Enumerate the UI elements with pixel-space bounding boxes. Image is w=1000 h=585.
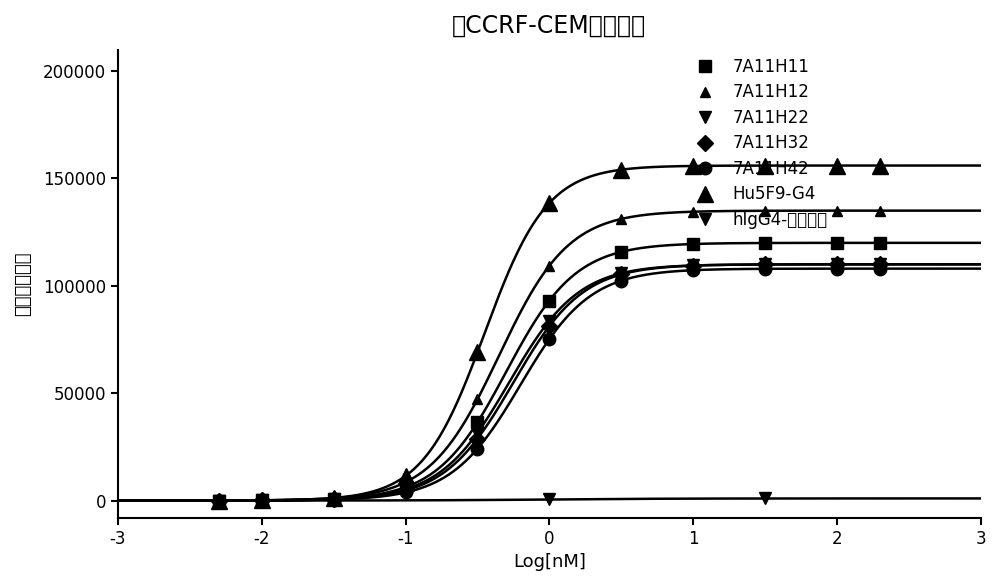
7A11H22 bbox=[759, 261, 771, 268]
Hu5F9-G4 bbox=[615, 166, 627, 173]
Hu5F9-G4 bbox=[256, 497, 268, 504]
7A11H12 bbox=[759, 207, 771, 214]
7A11H12 bbox=[543, 262, 555, 269]
7A11H32 bbox=[471, 435, 483, 442]
7A11H32 bbox=[831, 261, 843, 268]
7A11H22 bbox=[615, 270, 627, 277]
7A11H32 bbox=[759, 261, 771, 268]
Line: 7A11H12: 7A11H12 bbox=[214, 206, 885, 505]
7A11H42 bbox=[328, 496, 340, 503]
7A11H12 bbox=[687, 208, 699, 215]
7A11H32 bbox=[687, 262, 699, 269]
7A11H32 bbox=[328, 495, 340, 503]
7A11H22 bbox=[256, 497, 268, 504]
7A11H42 bbox=[687, 267, 699, 274]
7A11H32 bbox=[256, 497, 268, 504]
7A11H11 bbox=[328, 495, 340, 503]
7A11H11 bbox=[687, 240, 699, 247]
Hu5F9-G4 bbox=[213, 497, 225, 504]
Line: 7A11H42: 7A11H42 bbox=[212, 263, 886, 507]
7A11H11 bbox=[213, 497, 225, 504]
7A11H11 bbox=[831, 239, 843, 246]
Hu5F9-G4 bbox=[874, 162, 886, 169]
Hu5F9-G4 bbox=[831, 162, 843, 169]
Line: hIgG4-同型对照: hIgG4-同型对照 bbox=[212, 492, 771, 507]
7A11H42 bbox=[543, 336, 555, 343]
7A11H11 bbox=[543, 297, 555, 304]
7A11H22 bbox=[831, 261, 843, 268]
7A11H12 bbox=[328, 494, 340, 501]
7A11H32 bbox=[213, 497, 225, 504]
7A11H11 bbox=[471, 419, 483, 426]
7A11H12 bbox=[831, 207, 843, 214]
7A11H22 bbox=[328, 495, 340, 503]
Y-axis label: 平均荧光强度: 平均荧光强度 bbox=[14, 252, 32, 316]
Hu5F9-G4 bbox=[687, 163, 699, 170]
Line: 7A11H11: 7A11H11 bbox=[213, 238, 886, 506]
7A11H22 bbox=[687, 262, 699, 269]
7A11H42 bbox=[213, 497, 225, 504]
hIgG4-同型对照 bbox=[759, 495, 771, 502]
7A11H11 bbox=[615, 249, 627, 256]
7A11H22 bbox=[213, 497, 225, 504]
Line: Hu5F9-G4: Hu5F9-G4 bbox=[211, 158, 888, 508]
Line: 7A11H32: 7A11H32 bbox=[213, 259, 886, 506]
7A11H22 bbox=[874, 261, 886, 268]
7A11H11 bbox=[256, 497, 268, 504]
7A11H32 bbox=[400, 487, 412, 494]
7A11H42 bbox=[831, 265, 843, 272]
7A11H12 bbox=[874, 207, 886, 214]
7A11H22 bbox=[543, 317, 555, 324]
hIgG4-同型对照 bbox=[543, 496, 555, 503]
7A11H42 bbox=[471, 445, 483, 452]
7A11H12 bbox=[256, 497, 268, 504]
hIgG4-同型对照 bbox=[213, 497, 225, 504]
7A11H12 bbox=[400, 479, 412, 486]
Hu5F9-G4 bbox=[400, 473, 412, 480]
7A11H42 bbox=[400, 489, 412, 496]
Legend: 7A11H11, 7A11H12, 7A11H22, 7A11H32, 7A11H42, Hu5F9-G4, hIgG4-同型对照: 7A11H11, 7A11H12, 7A11H22, 7A11H32, 7A11… bbox=[687, 58, 827, 229]
7A11H22 bbox=[471, 429, 483, 436]
X-axis label: Log[nM]: Log[nM] bbox=[513, 553, 586, 571]
Line: 7A11H22: 7A11H22 bbox=[213, 259, 886, 506]
7A11H22 bbox=[400, 486, 412, 493]
7A11H11 bbox=[400, 484, 412, 491]
7A11H32 bbox=[543, 323, 555, 330]
7A11H12 bbox=[615, 215, 627, 222]
Hu5F9-G4 bbox=[543, 199, 555, 207]
7A11H32 bbox=[874, 261, 886, 268]
7A11H11 bbox=[759, 239, 771, 246]
7A11H11 bbox=[874, 239, 886, 246]
7A11H12 bbox=[213, 497, 225, 504]
7A11H42 bbox=[256, 497, 268, 504]
Hu5F9-G4 bbox=[328, 494, 340, 501]
Hu5F9-G4 bbox=[471, 349, 483, 356]
Hu5F9-G4 bbox=[759, 162, 771, 169]
7A11H12 bbox=[471, 396, 483, 403]
7A11H42 bbox=[874, 265, 886, 272]
7A11H42 bbox=[759, 266, 771, 273]
7A11H32 bbox=[615, 271, 627, 278]
Title: 与CCRF-CEM细胞结合: 与CCRF-CEM细胞结合 bbox=[452, 14, 646, 38]
7A11H42 bbox=[615, 277, 627, 284]
